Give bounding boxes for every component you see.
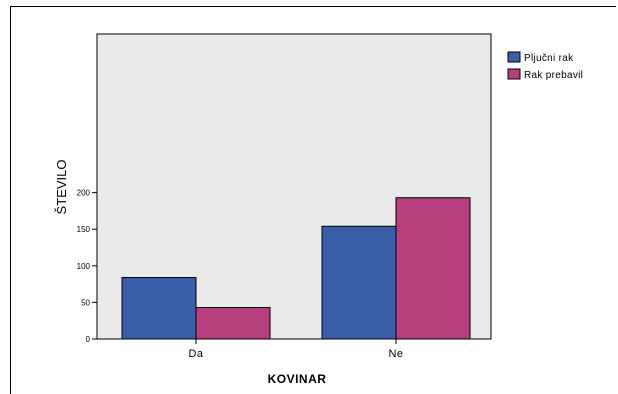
x-tick-label: Da — [188, 348, 203, 360]
x-tick-label: Ne — [388, 348, 403, 360]
y-axis: 0 50 100 150 200 — [77, 189, 97, 344]
y-tick-label: 200 — [77, 189, 91, 198]
bars — [121, 197, 471, 340]
legend-label: Rak prebavil — [524, 70, 583, 81]
bar-da-series-1 — [121, 277, 197, 340]
y-tick-label: 100 — [77, 262, 91, 271]
y-tick-label: 0 — [86, 335, 91, 344]
bar-ne-series-1 — [321, 225, 397, 340]
x-axis: Da Ne — [188, 339, 403, 360]
legend-label: Pljučni rak — [524, 53, 574, 64]
y-tick-label: 150 — [77, 225, 91, 234]
legend-swatch — [507, 51, 521, 63]
legend: Pljučni rak Rak prebavil — [507, 51, 583, 81]
bar-ne-series-2 — [395, 197, 471, 340]
bar-da-series-2 — [195, 307, 271, 340]
chart-frame — [10, 6, 616, 394]
legend-swatch — [507, 68, 521, 80]
x-axis-label: KOVINAR — [268, 372, 327, 386]
y-tick-label: 50 — [81, 298, 90, 307]
y-axis-label: ŠTEVILO — [54, 160, 69, 215]
